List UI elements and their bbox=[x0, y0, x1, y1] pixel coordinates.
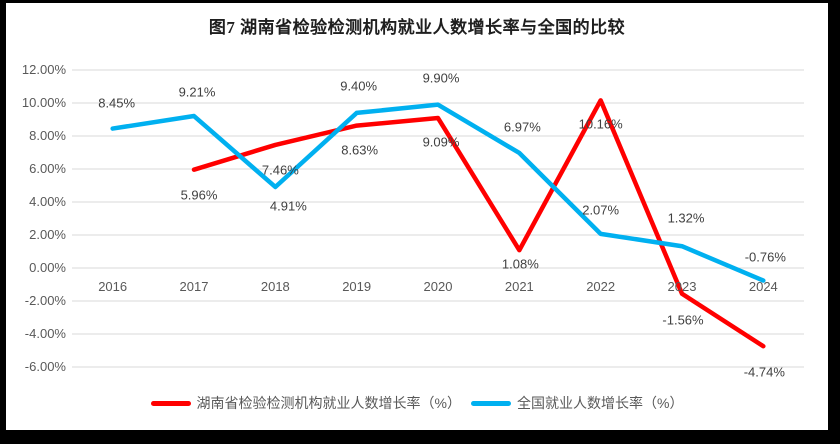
legend-swatch-hunan-line bbox=[150, 400, 191, 406]
legend-item-hunan: 湖南省检验检测机构就业人数增长率（%） bbox=[150, 393, 461, 413]
series-line-hunan bbox=[191, 98, 766, 349]
x-tick-label: 2019 bbox=[342, 279, 372, 294]
chart-title: 图7 湖南省检验检测机构就业人数增长率与全国的比较 bbox=[208, 18, 626, 37]
data-label: 8.63% bbox=[341, 142, 379, 158]
data-label: -1.56% bbox=[662, 312, 704, 328]
x-tick-label: 2018 bbox=[260, 279, 290, 294]
legend: 湖南省检验检测机构就业人数增长率（%） 全国就业人数增长率（%） bbox=[6, 392, 828, 414]
x-tick-label: 2016 bbox=[98, 279, 128, 294]
y-tick-label: -6.00% bbox=[24, 359, 66, 374]
x-tick-label: 2021 bbox=[504, 279, 534, 294]
series-line-national bbox=[110, 102, 766, 283]
data-label: 9.40% bbox=[340, 78, 378, 94]
data-label: 9.21% bbox=[178, 84, 216, 100]
x-tick-label: 2023 bbox=[667, 279, 697, 294]
data-label: 9.09% bbox=[422, 134, 460, 150]
data-label: 10.16% bbox=[578, 116, 623, 132]
y-tick-label: -2.00% bbox=[24, 293, 66, 308]
x-tick-label: 2020 bbox=[423, 279, 453, 294]
data-label: 2.07% bbox=[582, 202, 620, 218]
y-tick-label: 8.00% bbox=[29, 128, 66, 143]
gridlines bbox=[72, 69, 804, 368]
legend-label-hunan: 湖南省检验检测机构就业人数增长率（%） bbox=[196, 395, 461, 411]
legend-item-national: 全国就业人数增长率（%） bbox=[471, 393, 683, 413]
data-label: 1.32% bbox=[667, 210, 705, 226]
y-tick-label: 4.00% bbox=[29, 194, 66, 209]
x-tick-label: 2022 bbox=[586, 279, 616, 294]
series-lines bbox=[110, 98, 766, 349]
y-tick-label: 2.00% bbox=[29, 227, 66, 242]
chart-canvas bbox=[6, 3, 828, 430]
y-tick-label: 6.00% bbox=[29, 161, 66, 176]
data-label: 5.96% bbox=[180, 187, 218, 203]
legend-label-national: 全国就业人数增长率（%） bbox=[517, 395, 684, 411]
x-tick-label: 2024 bbox=[748, 279, 778, 294]
data-label: 9.90% bbox=[422, 70, 460, 86]
data-label: 1.08% bbox=[501, 256, 539, 272]
data-label: 6.97% bbox=[503, 119, 541, 135]
data-label: 7.46% bbox=[261, 162, 299, 178]
legend-swatch-national-line bbox=[471, 400, 511, 406]
data-label: 4.91% bbox=[269, 198, 307, 214]
y-tick-label: -4.00% bbox=[24, 326, 66, 341]
data-label: -4.74% bbox=[743, 364, 785, 380]
y-tick-label: 10.00% bbox=[21, 95, 66, 110]
y-tick-label: 12.00% bbox=[21, 62, 66, 77]
x-tick-label: 2017 bbox=[179, 279, 209, 294]
y-tick-label: 0.00% bbox=[29, 260, 66, 275]
data-label: -0.76% bbox=[744, 249, 786, 265]
data-label: 8.45% bbox=[98, 95, 136, 111]
